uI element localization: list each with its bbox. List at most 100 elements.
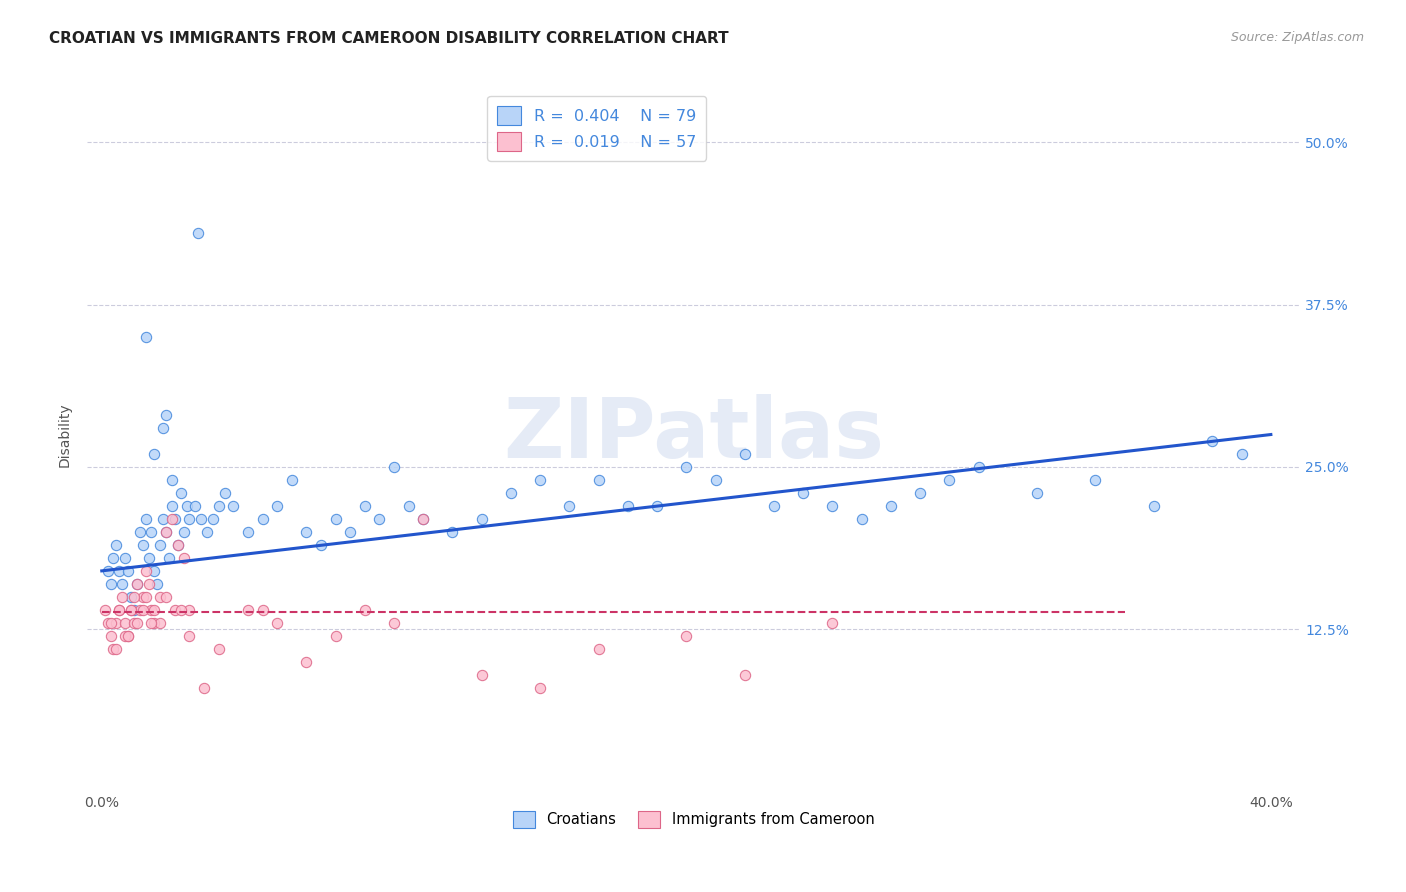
Point [100,629,122,643]
Point [135,330,157,344]
Point [187,227,209,241]
Point [111,590,134,604]
Point [108,603,131,617]
Point [309,538,332,552]
Point [138,550,160,565]
Point [295,655,318,669]
Point [353,603,375,617]
Point [128,603,150,617]
Point [252,512,274,526]
Point [163,603,186,617]
Point [179,629,201,643]
Point [179,603,201,617]
Point [184,499,207,513]
Point [588,641,610,656]
Point [149,538,172,552]
Point [1201,434,1223,448]
Legend: Croatians, Immigrants from Cameroon: Croatians, Immigrants from Cameroon [508,805,880,834]
Point [143,447,166,461]
Point [1026,486,1049,500]
Point [143,615,166,630]
Point [382,460,405,475]
Point [131,538,153,552]
Point [108,564,131,578]
Point [117,564,139,578]
Point [114,629,136,643]
Point [353,499,375,513]
Point [160,499,183,513]
Point [141,603,163,617]
Point [558,499,581,513]
Point [143,564,166,578]
Point [141,615,163,630]
Point [266,615,288,630]
Point [529,681,551,695]
Point [179,512,201,526]
Point [105,538,128,552]
Point [851,512,873,526]
Point [938,473,960,487]
Text: Source: ZipAtlas.com: Source: ZipAtlas.com [1230,31,1364,45]
Point [471,512,494,526]
Point [100,577,122,591]
Point [122,590,145,604]
Point [441,524,464,539]
Point [135,590,157,604]
Point [173,550,195,565]
Point [163,512,186,526]
Point [339,524,361,539]
Point [821,499,844,513]
Point [675,460,697,475]
Point [152,512,174,526]
Point [125,577,148,591]
Point [146,577,169,591]
Point [131,590,153,604]
Point [120,603,142,617]
Point [155,408,177,422]
Point [103,641,125,656]
Point [157,550,180,565]
Point [880,499,903,513]
Point [280,473,302,487]
Point [143,603,166,617]
Point [252,603,274,617]
Point [792,486,814,500]
Point [111,577,134,591]
Point [135,512,157,526]
Point [105,641,128,656]
Point [1230,447,1253,461]
Point [821,615,844,630]
Point [734,447,756,461]
Point [762,499,785,513]
Point [208,499,231,513]
Point [645,499,668,513]
Y-axis label: Disability: Disability [58,402,72,467]
Point [97,564,120,578]
Point [160,473,183,487]
Point [103,550,125,565]
Point [193,681,215,695]
Point [295,524,318,539]
Point [471,667,494,681]
Point [1143,499,1166,513]
Point [138,577,160,591]
Point [214,486,236,500]
Point [114,615,136,630]
Point [100,615,122,630]
Point [120,590,142,604]
Point [105,615,128,630]
Point [222,499,245,513]
Point [195,524,218,539]
Point [412,512,434,526]
Point [120,603,142,617]
Point [122,615,145,630]
Point [152,421,174,435]
Point [160,512,183,526]
Point [114,550,136,565]
Point [170,603,193,617]
Point [190,512,212,526]
Point [122,603,145,617]
Point [173,524,195,539]
Point [208,641,231,656]
Point [155,590,177,604]
